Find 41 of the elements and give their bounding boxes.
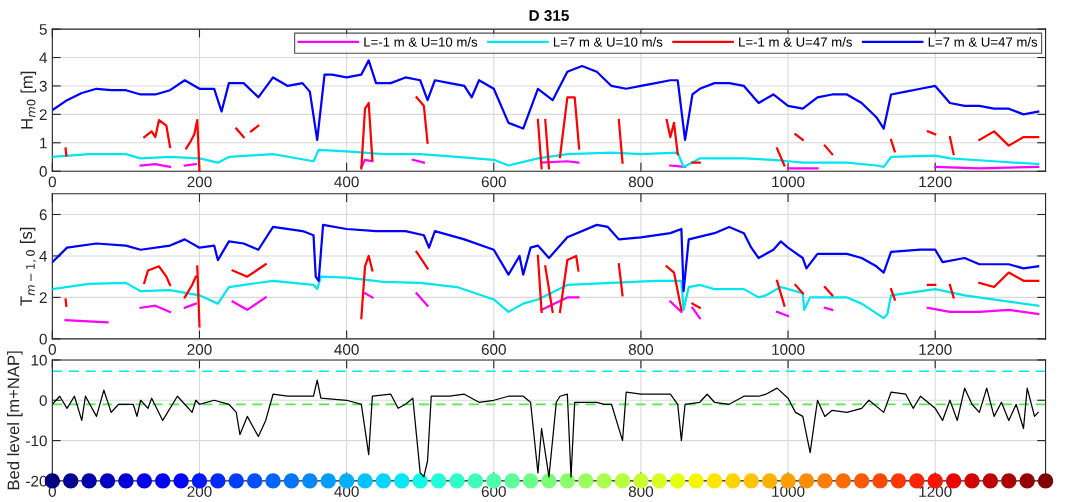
y-tick-label: 4	[39, 250, 48, 262]
y-tick-label: 0	[39, 166, 47, 177]
y-tick-label: -10	[26, 435, 47, 447]
y-tick-label: 2	[39, 109, 47, 120]
x-tick-label: 800	[628, 344, 654, 355]
y-tick-label: 1	[40, 137, 47, 149]
x-tick-label: 200	[187, 344, 212, 355]
y-tick-label: 3	[39, 80, 47, 92]
y-tick-label: 2	[39, 292, 47, 303]
legend-label: L=7 m & U=47 m/s	[928, 37, 1038, 47]
x-tick-label: 600	[481, 344, 506, 355]
line-series	[52, 223, 1040, 293]
y-tick-label: 0	[39, 333, 47, 345]
y-tick-label: 10	[31, 354, 47, 366]
chart-title: D 315	[529, 10, 569, 21]
y-axis-title: Bed level [m+NAP]	[7, 351, 23, 490]
legend-label: L=7 m & U=10 m/s	[553, 37, 663, 47]
y-tick-label: 0	[39, 395, 47, 406]
line-series	[52, 59, 1040, 142]
x-tick-label: 1000	[772, 344, 805, 355]
legend-label: L=-1 m & U=47 m/s	[739, 37, 852, 47]
y-tick-label: 6	[39, 209, 47, 221]
x-tick-label: 600	[481, 176, 506, 188]
x-tick-label: 0	[48, 176, 56, 188]
x-tick-label: 800	[628, 176, 654, 188]
y-axis-title: H$_{m0}$ [m]	[20, 71, 37, 129]
x-tick-label: 400	[334, 176, 359, 188]
x-tick-label: 1200	[919, 486, 952, 497]
x-tick-label: 1200	[919, 176, 952, 188]
y-axis-title: T$_{m−1,0}$ [s]	[19, 227, 37, 306]
line-series	[52, 148, 1040, 169]
line-series	[52, 275, 1040, 320]
x-tick-label: 1000	[772, 486, 805, 497]
legend-label: L=-1 m & U=10 m/s	[364, 37, 478, 47]
x-tick-label: 200	[187, 176, 212, 188]
y-tick-label: 4	[39, 52, 48, 64]
x-tick-label: 1000	[772, 176, 805, 188]
x-tick-label: 400	[334, 344, 359, 355]
x-tick-label: 0	[48, 344, 56, 355]
y-tick-label: 5	[39, 24, 47, 35]
x-tick-label: 1200	[919, 344, 952, 355]
